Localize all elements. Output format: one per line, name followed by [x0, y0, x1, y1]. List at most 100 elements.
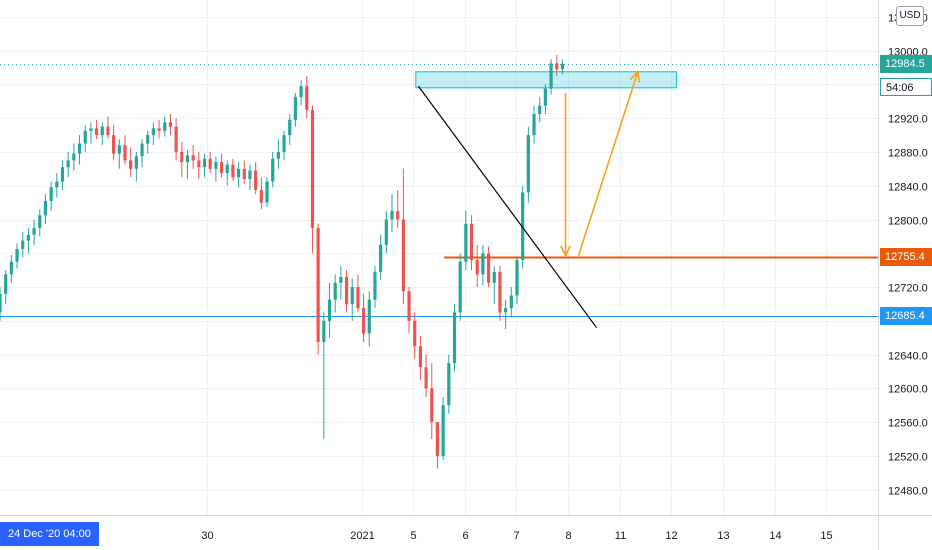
y-tick-label: 12840.0 — [888, 182, 928, 194]
candle-body — [333, 282, 337, 300]
candle-body — [49, 187, 53, 201]
candle — [197, 151, 201, 179]
candle-body — [390, 211, 394, 220]
candle-body — [475, 260, 479, 275]
candle — [21, 232, 25, 258]
candle-body — [123, 145, 127, 161]
candle-body — [254, 170, 258, 190]
arrows-layer — [560, 70, 641, 258]
candle — [106, 116, 110, 139]
candle-body — [469, 223, 474, 261]
candle-body — [396, 211, 400, 220]
candle-body — [492, 271, 496, 283]
y-tick-label: 12480.0 — [888, 486, 928, 498]
candle — [310, 105, 315, 254]
candle — [9, 254, 13, 283]
horizontal-lines — [0, 64, 878, 317]
y-tick-label: 12920.0 — [888, 114, 928, 126]
candle-body — [481, 253, 485, 275]
candle — [401, 168, 405, 304]
candle-body — [185, 155, 190, 163]
candle-body — [112, 135, 116, 154]
candle-body — [140, 143, 144, 157]
candle — [504, 299, 508, 330]
candle — [486, 246, 491, 288]
countdown-label: 54:06 — [880, 77, 932, 96]
candle-body — [43, 200, 48, 216]
candle-body — [129, 160, 133, 169]
trendline-layer — [417, 85, 598, 328]
candle-body — [4, 274, 8, 294]
candle — [515, 257, 519, 304]
x-tick-label: 11 — [615, 530, 626, 542]
candle-body — [288, 119, 292, 136]
candle — [441, 396, 445, 461]
down-arrow — [560, 92, 572, 258]
candle-body — [538, 105, 542, 114]
candle-body — [486, 253, 491, 283]
candle — [469, 215, 474, 271]
x-tick-label: 13 — [717, 530, 729, 542]
candle — [322, 312, 326, 440]
candle — [538, 97, 542, 123]
candle-body — [418, 346, 423, 368]
candle — [43, 194, 48, 224]
candle-body — [361, 308, 366, 334]
candle-body — [526, 135, 530, 193]
candle-body — [379, 244, 383, 272]
candle — [202, 153, 207, 178]
candle — [379, 234, 383, 281]
candle-body — [38, 215, 42, 228]
candle-body — [509, 295, 513, 309]
candle — [163, 116, 167, 137]
candle-body — [55, 181, 59, 188]
candle-body — [327, 299, 332, 321]
candle — [134, 151, 138, 182]
candle — [146, 130, 150, 154]
candle — [526, 126, 530, 203]
blue-line-price-label: 12685.4 — [880, 307, 932, 326]
candle-body — [180, 151, 184, 163]
candle-body — [157, 128, 161, 131]
candle — [208, 151, 212, 174]
candle — [151, 122, 155, 146]
candle — [396, 189, 400, 228]
candle-body — [424, 367, 428, 389]
candle — [532, 105, 536, 144]
candle — [259, 177, 263, 210]
candle-body — [447, 363, 451, 406]
candle — [94, 119, 99, 140]
candle — [66, 151, 70, 178]
candle-body — [83, 130, 87, 144]
candle — [367, 291, 371, 347]
candle-body — [521, 192, 525, 261]
x-tick-label: 5 — [410, 530, 416, 542]
last-price-label: 12984.5 — [880, 54, 932, 73]
candle — [424, 354, 428, 397]
candle — [117, 139, 121, 169]
candle — [248, 164, 252, 190]
candle-body — [350, 287, 354, 304]
candle — [560, 59, 565, 75]
arrow-head — [560, 245, 572, 258]
resistance-zone-layer — [415, 71, 678, 89]
x-tick-label: 2021 — [350, 530, 374, 542]
candle — [237, 162, 241, 188]
candle-body — [373, 271, 377, 300]
candle-body — [532, 113, 536, 136]
candle-body — [146, 135, 150, 144]
candle — [464, 211, 468, 271]
candle — [492, 265, 496, 304]
candle — [72, 143, 76, 171]
y-tick-label: 12720.0 — [888, 283, 928, 295]
candle-body — [66, 160, 70, 168]
candle-body — [560, 63, 565, 70]
candle-body — [344, 276, 349, 304]
candle — [333, 274, 337, 313]
y-tick-label: 12560.0 — [888, 418, 928, 430]
currency-button[interactable]: USD — [896, 6, 924, 26]
candle — [174, 118, 178, 161]
cursor-date-label: 24 Dec '20 04:00 — [0, 522, 99, 546]
